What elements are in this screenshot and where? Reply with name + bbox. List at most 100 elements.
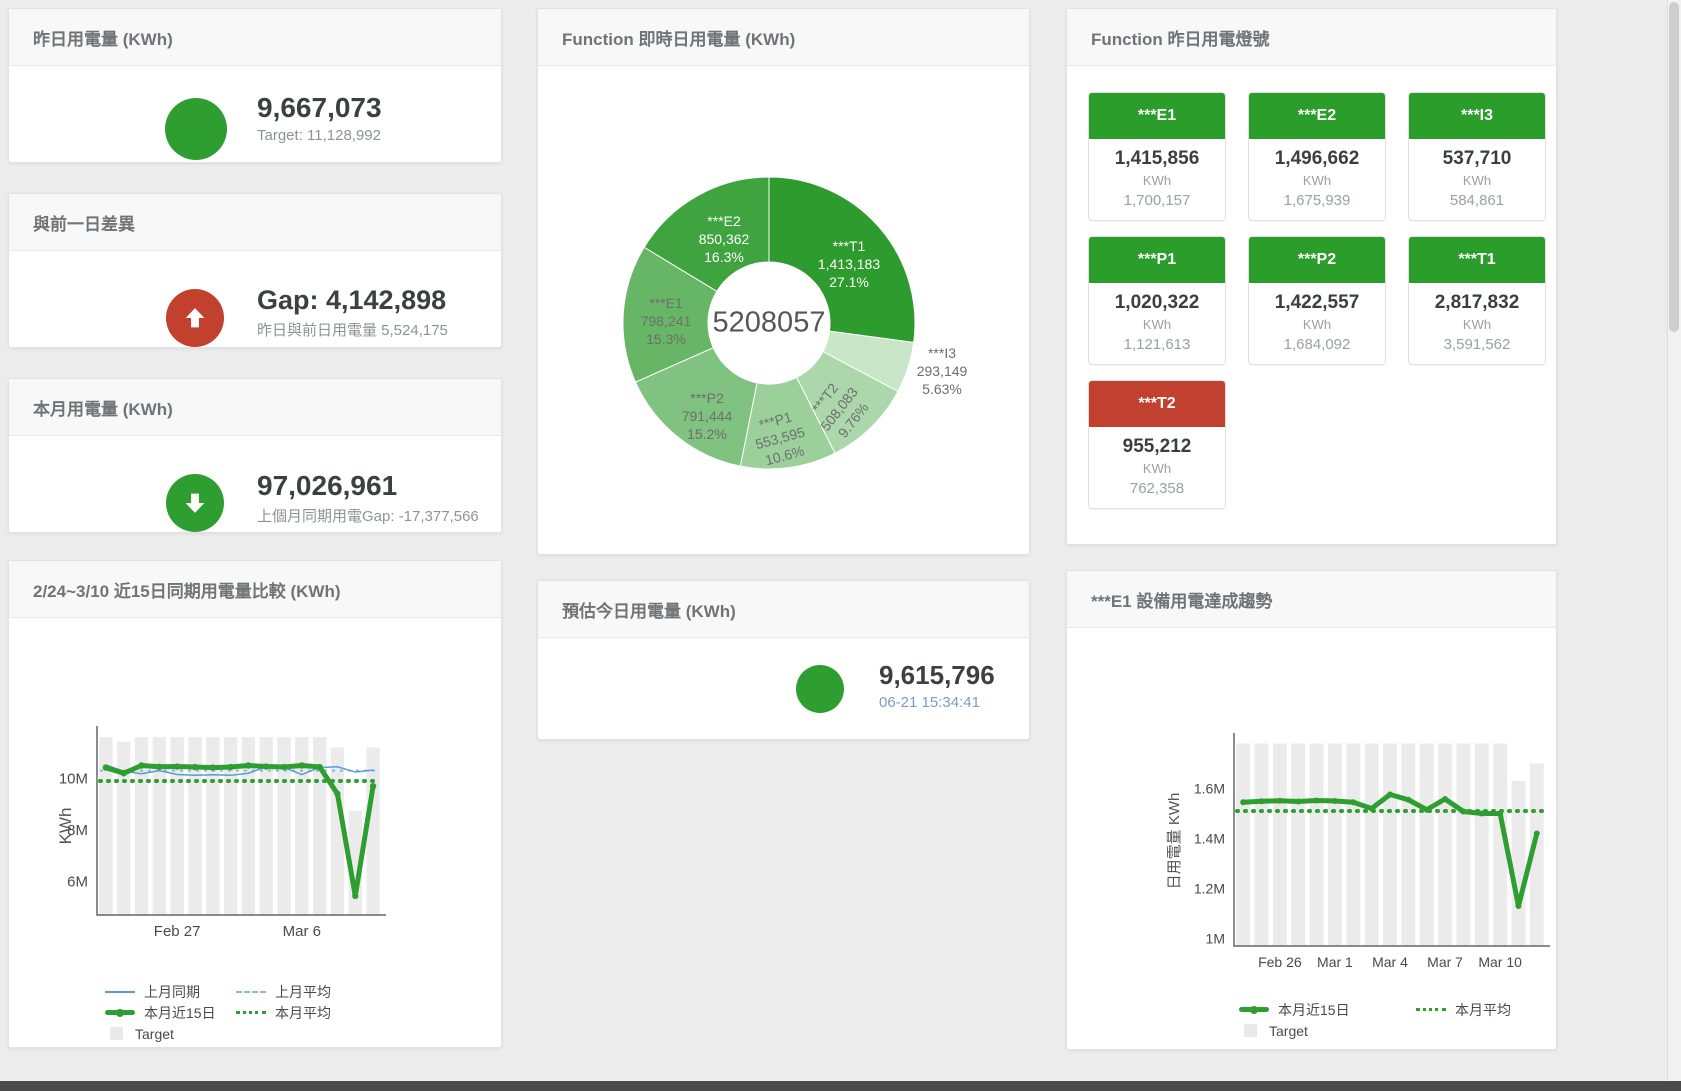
- tile-unit: KWh: [1302, 173, 1332, 188]
- dotted-line-swatch-icon: [1416, 1008, 1446, 1011]
- thick-line-swatch-icon: [1239, 1005, 1269, 1014]
- card-compare-chart: 2/24~3/10 近15日同期用電量比較 (KWh) 6M 8M 10M Feb 2…: [8, 560, 502, 1048]
- status-tile[interactable]: ***P1 1,020,322 KWh 1,121,613: [1088, 236, 1226, 365]
- legend-label: Target: [135, 1025, 174, 1042]
- legend-item[interactable]: 本月近15日: [105, 1003, 236, 1023]
- card-title: Function 昨日用電燈號: [1067, 9, 1556, 66]
- svg-text:Mar 1: Mar 1: [1317, 954, 1353, 970]
- card-body: 9,615,796 06-21 15:34:41: [538, 638, 1029, 739]
- tile-label: ***T1: [1409, 237, 1545, 283]
- card-month-usage: 本月用電量 (KWh) 97,026,961 上個月同期用電Gap: -17,3…: [8, 378, 502, 533]
- stat-block: 9,667,073 Target: 11,128,992: [257, 92, 382, 144]
- bar-swatch-icon: [110, 1027, 123, 1040]
- stat-subtitle: 昨日與前日用電量 5,524,175: [257, 322, 448, 340]
- svg-text:1.2M: 1.2M: [1194, 881, 1225, 897]
- card-title: Function 即時日用電量 (KWh): [538, 9, 1029, 66]
- legend-label: 本月平均: [1455, 1001, 1511, 1018]
- card-body: 1M 1.2M 1.4M 1.6M Feb 26 Mar 1 Mar 4 Mar 7 Mar 1…: [1067, 628, 1556, 1049]
- stat-value: Gap: 4,142,898: [257, 285, 447, 315]
- tile-label: ***E1: [1089, 93, 1225, 139]
- tile-label: ***I3: [1409, 93, 1545, 139]
- legend-item[interactable]: Target: [105, 1026, 236, 1042]
- legend-item[interactable]: 本月平均: [236, 1003, 367, 1023]
- dashed-line-swatch-icon: [236, 990, 266, 993]
- tile-unit: KWh: [1302, 317, 1332, 332]
- up-arrow-icon: [166, 289, 224, 347]
- svg-text:Mar 6: Mar 6: [283, 923, 321, 940]
- legend-item[interactable]: 上月同期: [105, 982, 236, 1002]
- legend-item[interactable]: 本月近15日: [1239, 1000, 1416, 1020]
- status-tile[interactable]: ***T1 2,817,832 KWh 3,591,562: [1408, 236, 1546, 365]
- card-status-lights: Function 昨日用電燈號 ***E1 1,415,856 KWh 1,700,1…: [1066, 8, 1557, 545]
- card-body: 97,026,961 上個月同期用電Gap: -17,377,566: [9, 436, 501, 532]
- compare-line-chart[interactable]: 6M 8M 10M Feb 27 Mar 6 KWh: [9, 701, 501, 1001]
- donut-chart[interactable]: [538, 66, 1029, 536]
- card-title: ***E1 設備用電達成趨勢: [1067, 571, 1556, 628]
- bottom-window-edge: [0, 1081, 1681, 1091]
- svg-text:10M: 10M: [59, 770, 88, 787]
- status-tile[interactable]: ***E2 1,496,662 KWh 1,675,939: [1248, 92, 1386, 221]
- tile-value: 1,496,662: [1274, 148, 1360, 169]
- legend-item[interactable]: 本月平均: [1416, 1000, 1547, 1020]
- dotted-line-swatch-icon: [236, 1011, 266, 1014]
- legend-label: 上月平均: [275, 983, 331, 1000]
- svg-text:8M: 8M: [67, 822, 88, 839]
- compare-chart-legend: 上月同期 上月平均 本月近15日 本月平均: [105, 981, 367, 1044]
- status-tile[interactable]: ***T2 955,212 KWh 762,358: [1088, 380, 1226, 509]
- svg-text:Mar 4: Mar 4: [1372, 954, 1408, 970]
- status-circle-icon: [796, 665, 844, 713]
- vertical-scrollbar[interactable]: [1667, 0, 1681, 1081]
- svg-text:Mar 7: Mar 7: [1427, 954, 1463, 970]
- card-prev-day-gap: 與前一日差異 Gap: 4,142,898 昨日與前日用電量 5,524,175: [8, 193, 502, 348]
- stat-value: 9,667,073: [257, 92, 382, 123]
- stat-block: Gap: 4,142,898 昨日與前日用電量 5,524,175: [257, 285, 448, 340]
- legend-label: Target: [1269, 1022, 1308, 1039]
- stat-block: 97,026,961 上個月同期用電Gap: -17,377,566: [257, 470, 479, 526]
- tile-unit: KWh: [1142, 173, 1172, 188]
- tile-value: 1,020,322: [1114, 292, 1200, 313]
- tile-prev-value: 1,121,613: [1123, 336, 1191, 353]
- tile-unit: KWh: [1462, 317, 1492, 332]
- tile-unit: KWh: [1462, 173, 1492, 188]
- svg-text:6M: 6M: [67, 874, 88, 891]
- card-body: Gap: 4,142,898 昨日與前日用電量 5,524,175: [9, 251, 501, 347]
- tile-prev-value: 1,675,939: [1283, 192, 1351, 209]
- stat-value: 9,615,796: [879, 660, 995, 690]
- tile-prev-value: 1,700,157: [1123, 192, 1191, 209]
- line-swatch-icon: [105, 990, 135, 993]
- tile-value: 1,422,557: [1274, 292, 1360, 313]
- tile-value: 955,212: [1122, 436, 1192, 457]
- stat-timestamp: 06-21 15:34:41: [879, 693, 980, 711]
- svg-text:1.6M: 1.6M: [1194, 781, 1225, 797]
- legend-label: 本月近15日: [1278, 1001, 1350, 1018]
- status-tile[interactable]: ***E1 1,415,856 KWh 1,700,157: [1088, 92, 1226, 221]
- tile-value: 1,415,856: [1114, 148, 1200, 169]
- legend-item[interactable]: Target: [1239, 1023, 1370, 1039]
- status-tile[interactable]: ***I3 537,710 KWh 584,861: [1408, 92, 1546, 221]
- legend-label: 本月近15日: [144, 1004, 216, 1021]
- status-tiles-grid: ***E1 1,415,856 KWh 1,700,157 ***E2 1,496,662…: [1067, 66, 1556, 544]
- status-circle-icon: [165, 98, 227, 160]
- svg-text:Mar 10: Mar 10: [1478, 954, 1522, 970]
- card-title: 2/24~3/10 近15日同期用電量比較 (KWh): [9, 561, 501, 618]
- svg-text:1.4M: 1.4M: [1194, 831, 1225, 847]
- legend-label: 本月平均: [275, 1004, 331, 1021]
- tile-prev-value: 584,861: [1449, 192, 1505, 209]
- card-body: 5208057 ***T1 1,413,183 27.1% ***E2 850,…: [538, 66, 1029, 554]
- tile-unit: KWh: [1142, 317, 1172, 332]
- legend-label: 上月同期: [144, 983, 200, 1000]
- card-estimate-today: 預估今日用電量 (KWh) 9,615,796 06-21 15:34:41: [537, 580, 1030, 740]
- scrollbar-thumb[interactable]: [1669, 2, 1679, 332]
- donut-center-total: 5208057: [712, 306, 826, 339]
- tile-label: ***E2: [1249, 93, 1385, 139]
- legend-item[interactable]: 上月平均: [236, 982, 367, 1002]
- status-tile[interactable]: ***P2 1,422,557 KWh 1,684,092: [1248, 236, 1386, 365]
- svg-text:KWh: KWh: [56, 808, 75, 845]
- trend-line-chart[interactable]: 1M 1.2M 1.4M 1.6M Feb 26 Mar 1 Mar 4 Mar 7 Mar 1…: [1067, 726, 1556, 1026]
- tile-label: ***P2: [1249, 237, 1385, 283]
- svg-text:1M: 1M: [1206, 931, 1225, 947]
- donut-label-e1: ***E1 798,241 15.3%: [640, 295, 692, 347]
- card-title: 本月用電量 (KWh): [9, 379, 501, 436]
- tile-prev-value: 1,684,092: [1283, 336, 1351, 353]
